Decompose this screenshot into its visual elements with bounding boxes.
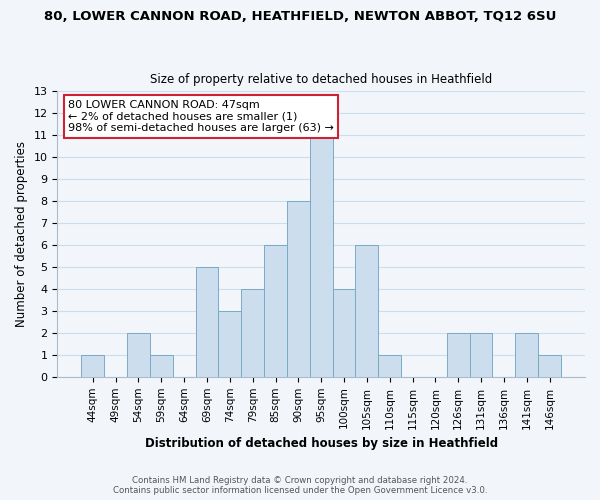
Bar xyxy=(379,355,401,377)
Bar xyxy=(127,333,150,377)
Bar xyxy=(264,245,287,377)
Bar xyxy=(82,355,104,377)
Bar xyxy=(241,289,264,377)
Bar xyxy=(310,136,332,377)
Bar xyxy=(150,355,173,377)
Text: 80, LOWER CANNON ROAD, HEATHFIELD, NEWTON ABBOT, TQ12 6SU: 80, LOWER CANNON ROAD, HEATHFIELD, NEWTO… xyxy=(44,10,556,23)
Bar xyxy=(538,355,561,377)
Y-axis label: Number of detached properties: Number of detached properties xyxy=(15,141,28,327)
Bar xyxy=(470,333,493,377)
Bar xyxy=(355,245,379,377)
Title: Size of property relative to detached houses in Heathfield: Size of property relative to detached ho… xyxy=(150,73,493,86)
Text: Contains HM Land Registry data © Crown copyright and database right 2024.
Contai: Contains HM Land Registry data © Crown c… xyxy=(113,476,487,495)
Text: 80 LOWER CANNON ROAD: 47sqm
← 2% of detached houses are smaller (1)
98% of semi-: 80 LOWER CANNON ROAD: 47sqm ← 2% of deta… xyxy=(68,100,334,133)
Bar xyxy=(332,289,355,377)
Bar xyxy=(196,267,218,377)
Bar xyxy=(447,333,470,377)
Bar xyxy=(287,201,310,377)
X-axis label: Distribution of detached houses by size in Heathfield: Distribution of detached houses by size … xyxy=(145,437,498,450)
Bar xyxy=(218,311,241,377)
Bar xyxy=(515,333,538,377)
